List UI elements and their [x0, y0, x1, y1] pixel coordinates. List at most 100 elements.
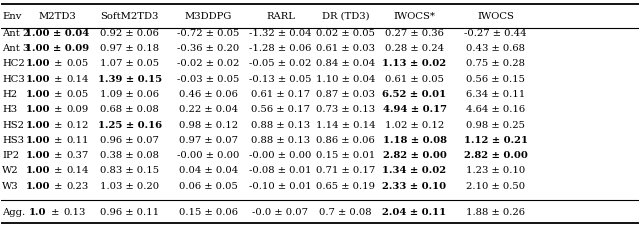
Text: 0.14: 0.14 [67, 74, 89, 83]
Text: 0.22 ± 0.04: 0.22 ± 0.04 [179, 105, 238, 114]
Text: -0.36 ± 0.20: -0.36 ± 0.20 [177, 44, 239, 53]
Text: HC2: HC2 [2, 59, 25, 68]
Text: 1.07 ± 0.05: 1.07 ± 0.05 [100, 59, 159, 68]
Text: 2.33 ± 0.10: 2.33 ± 0.10 [383, 182, 447, 191]
Text: HS2: HS2 [2, 121, 24, 130]
Text: 0.98 ± 0.12: 0.98 ± 0.12 [179, 121, 238, 130]
Text: -0.03 ± 0.05: -0.03 ± 0.05 [177, 74, 239, 83]
Text: 0.65 ± 0.19: 0.65 ± 0.19 [316, 182, 375, 191]
Text: 0.83 ± 0.15: 0.83 ± 0.15 [100, 166, 159, 176]
Text: 0.75 ± 0.28: 0.75 ± 0.28 [466, 59, 525, 68]
Text: 0.09: 0.09 [67, 105, 88, 114]
Text: 4.94 ± 0.17: 4.94 ± 0.17 [383, 105, 447, 114]
Text: 1.03 ± 0.20: 1.03 ± 0.20 [100, 182, 159, 191]
Text: M3DDPG: M3DDPG [184, 12, 232, 21]
Text: 0.86 ± 0.06: 0.86 ± 0.06 [316, 136, 375, 145]
Text: 0.05: 0.05 [67, 90, 88, 99]
Text: 0.61 ± 0.03: 0.61 ± 0.03 [316, 44, 375, 53]
Text: 0.11: 0.11 [67, 136, 89, 145]
Text: -0.72 ± 0.05: -0.72 ± 0.05 [177, 29, 239, 38]
Text: 0.84 ± 0.04: 0.84 ± 0.04 [316, 59, 375, 68]
Text: 1.02 ± 0.12: 1.02 ± 0.12 [385, 121, 444, 130]
Text: M2TD3: M2TD3 [38, 12, 76, 21]
Text: 0.15 ± 0.06: 0.15 ± 0.06 [179, 207, 237, 216]
Text: ±: ± [51, 90, 65, 99]
Text: 1.00: 1.00 [26, 59, 50, 68]
Text: -0.05 ± 0.02: -0.05 ± 0.02 [249, 59, 312, 68]
Text: IP2: IP2 [2, 151, 19, 160]
Text: 0.05: 0.05 [67, 59, 88, 68]
Text: 1.23 ± 0.10: 1.23 ± 0.10 [466, 166, 525, 176]
Text: 1.00: 1.00 [26, 90, 50, 99]
Text: 6.34 ± 0.11: 6.34 ± 0.11 [466, 90, 525, 99]
Text: -0.00 ± 0.00: -0.00 ± 0.00 [177, 151, 239, 160]
Text: 1.10 ± 0.04: 1.10 ± 0.04 [316, 74, 375, 83]
Text: -0.0 ± 0.07: -0.0 ± 0.07 [252, 207, 308, 216]
Text: 0.61 ± 0.17: 0.61 ± 0.17 [251, 90, 310, 99]
Text: -0.02 ± 0.02: -0.02 ± 0.02 [177, 59, 239, 68]
Text: 0.61 ± 0.05: 0.61 ± 0.05 [385, 74, 444, 83]
Text: 0.96 ± 0.11: 0.96 ± 0.11 [100, 207, 159, 216]
Text: 0.97 ± 0.07: 0.97 ± 0.07 [179, 136, 237, 145]
Text: -0.10 ± 0.01: -0.10 ± 0.01 [249, 182, 312, 191]
Text: HC3: HC3 [2, 74, 25, 83]
Text: 0.56 ± 0.17: 0.56 ± 0.17 [251, 105, 310, 114]
Text: 1.00: 1.00 [26, 121, 50, 130]
Text: 0.15 ± 0.01: 0.15 ± 0.01 [316, 151, 375, 160]
Text: 0.43 ± 0.68: 0.43 ± 0.68 [466, 44, 525, 53]
Text: 0.06 ± 0.05: 0.06 ± 0.05 [179, 182, 237, 191]
Text: 0.27 ± 0.36: 0.27 ± 0.36 [385, 29, 444, 38]
Text: ±: ± [51, 166, 65, 176]
Text: ±: ± [51, 74, 65, 83]
Text: IWOCS*: IWOCS* [394, 12, 435, 21]
Text: -0.08 ± 0.01: -0.08 ± 0.01 [249, 166, 312, 176]
Text: 0.04 ± 0.04: 0.04 ± 0.04 [179, 166, 238, 176]
Text: 0.88 ± 0.13: 0.88 ± 0.13 [251, 136, 310, 145]
Text: W3: W3 [2, 182, 19, 191]
Text: W2: W2 [2, 166, 19, 176]
Text: -0.13 ± 0.05: -0.13 ± 0.05 [249, 74, 312, 83]
Text: 0.23: 0.23 [67, 182, 88, 191]
Text: ±: ± [51, 151, 65, 160]
Text: SoftM2TD3: SoftM2TD3 [100, 12, 159, 21]
Text: ±: ± [51, 121, 65, 130]
Text: 1.00 ± 0.09: 1.00 ± 0.09 [25, 44, 89, 53]
Text: 1.13 ± 0.02: 1.13 ± 0.02 [383, 59, 447, 68]
Text: 4.64 ± 0.16: 4.64 ± 0.16 [466, 105, 525, 114]
Text: 1.14 ± 0.14: 1.14 ± 0.14 [316, 121, 375, 130]
Text: 0.02 ± 0.05: 0.02 ± 0.05 [316, 29, 375, 38]
Text: 0.88 ± 0.13: 0.88 ± 0.13 [251, 121, 310, 130]
Text: 1.00 ± 0.04: 1.00 ± 0.04 [25, 29, 89, 38]
Text: -0.27 ± 0.44: -0.27 ± 0.44 [464, 29, 527, 38]
Text: 0.12: 0.12 [67, 121, 89, 130]
Text: ±: ± [51, 136, 65, 145]
Text: 1.00: 1.00 [26, 166, 50, 176]
Text: ±: ± [51, 105, 65, 114]
Text: 6.52 ± 0.01: 6.52 ± 0.01 [383, 90, 447, 99]
Text: 0.97 ± 0.18: 0.97 ± 0.18 [100, 44, 159, 53]
Text: 1.25 ± 0.16: 1.25 ± 0.16 [98, 121, 162, 130]
Text: ±: ± [51, 59, 65, 68]
Text: H2: H2 [2, 90, 17, 99]
Text: 0.38 ± 0.08: 0.38 ± 0.08 [100, 151, 159, 160]
Text: 0.56 ± 0.15: 0.56 ± 0.15 [466, 74, 525, 83]
Text: 1.00: 1.00 [26, 151, 50, 160]
Text: -1.28 ± 0.06: -1.28 ± 0.06 [249, 44, 312, 53]
Text: Ant 3: Ant 3 [2, 44, 29, 53]
Text: 0.13: 0.13 [63, 207, 86, 216]
Text: 0.98 ± 0.25: 0.98 ± 0.25 [466, 121, 525, 130]
Text: HS3: HS3 [2, 136, 24, 145]
Text: 0.14: 0.14 [67, 166, 89, 176]
Text: 0.96 ± 0.07: 0.96 ± 0.07 [100, 136, 159, 145]
Text: 1.18 ± 0.08: 1.18 ± 0.08 [383, 136, 447, 145]
Text: 0.71 ± 0.17: 0.71 ± 0.17 [316, 166, 375, 176]
Text: H3: H3 [2, 105, 17, 114]
Text: 0.7 ± 0.08: 0.7 ± 0.08 [319, 207, 372, 216]
Text: 1.00: 1.00 [26, 74, 50, 83]
Text: 1.00: 1.00 [26, 136, 50, 145]
Text: 2.82 ± 0.00: 2.82 ± 0.00 [383, 151, 447, 160]
Text: -0.00 ± 0.00: -0.00 ± 0.00 [249, 151, 312, 160]
Text: ±: ± [48, 207, 63, 216]
Text: 0.68 ± 0.08: 0.68 ± 0.08 [100, 105, 159, 114]
Text: 1.39 ± 0.15: 1.39 ± 0.15 [98, 74, 162, 83]
